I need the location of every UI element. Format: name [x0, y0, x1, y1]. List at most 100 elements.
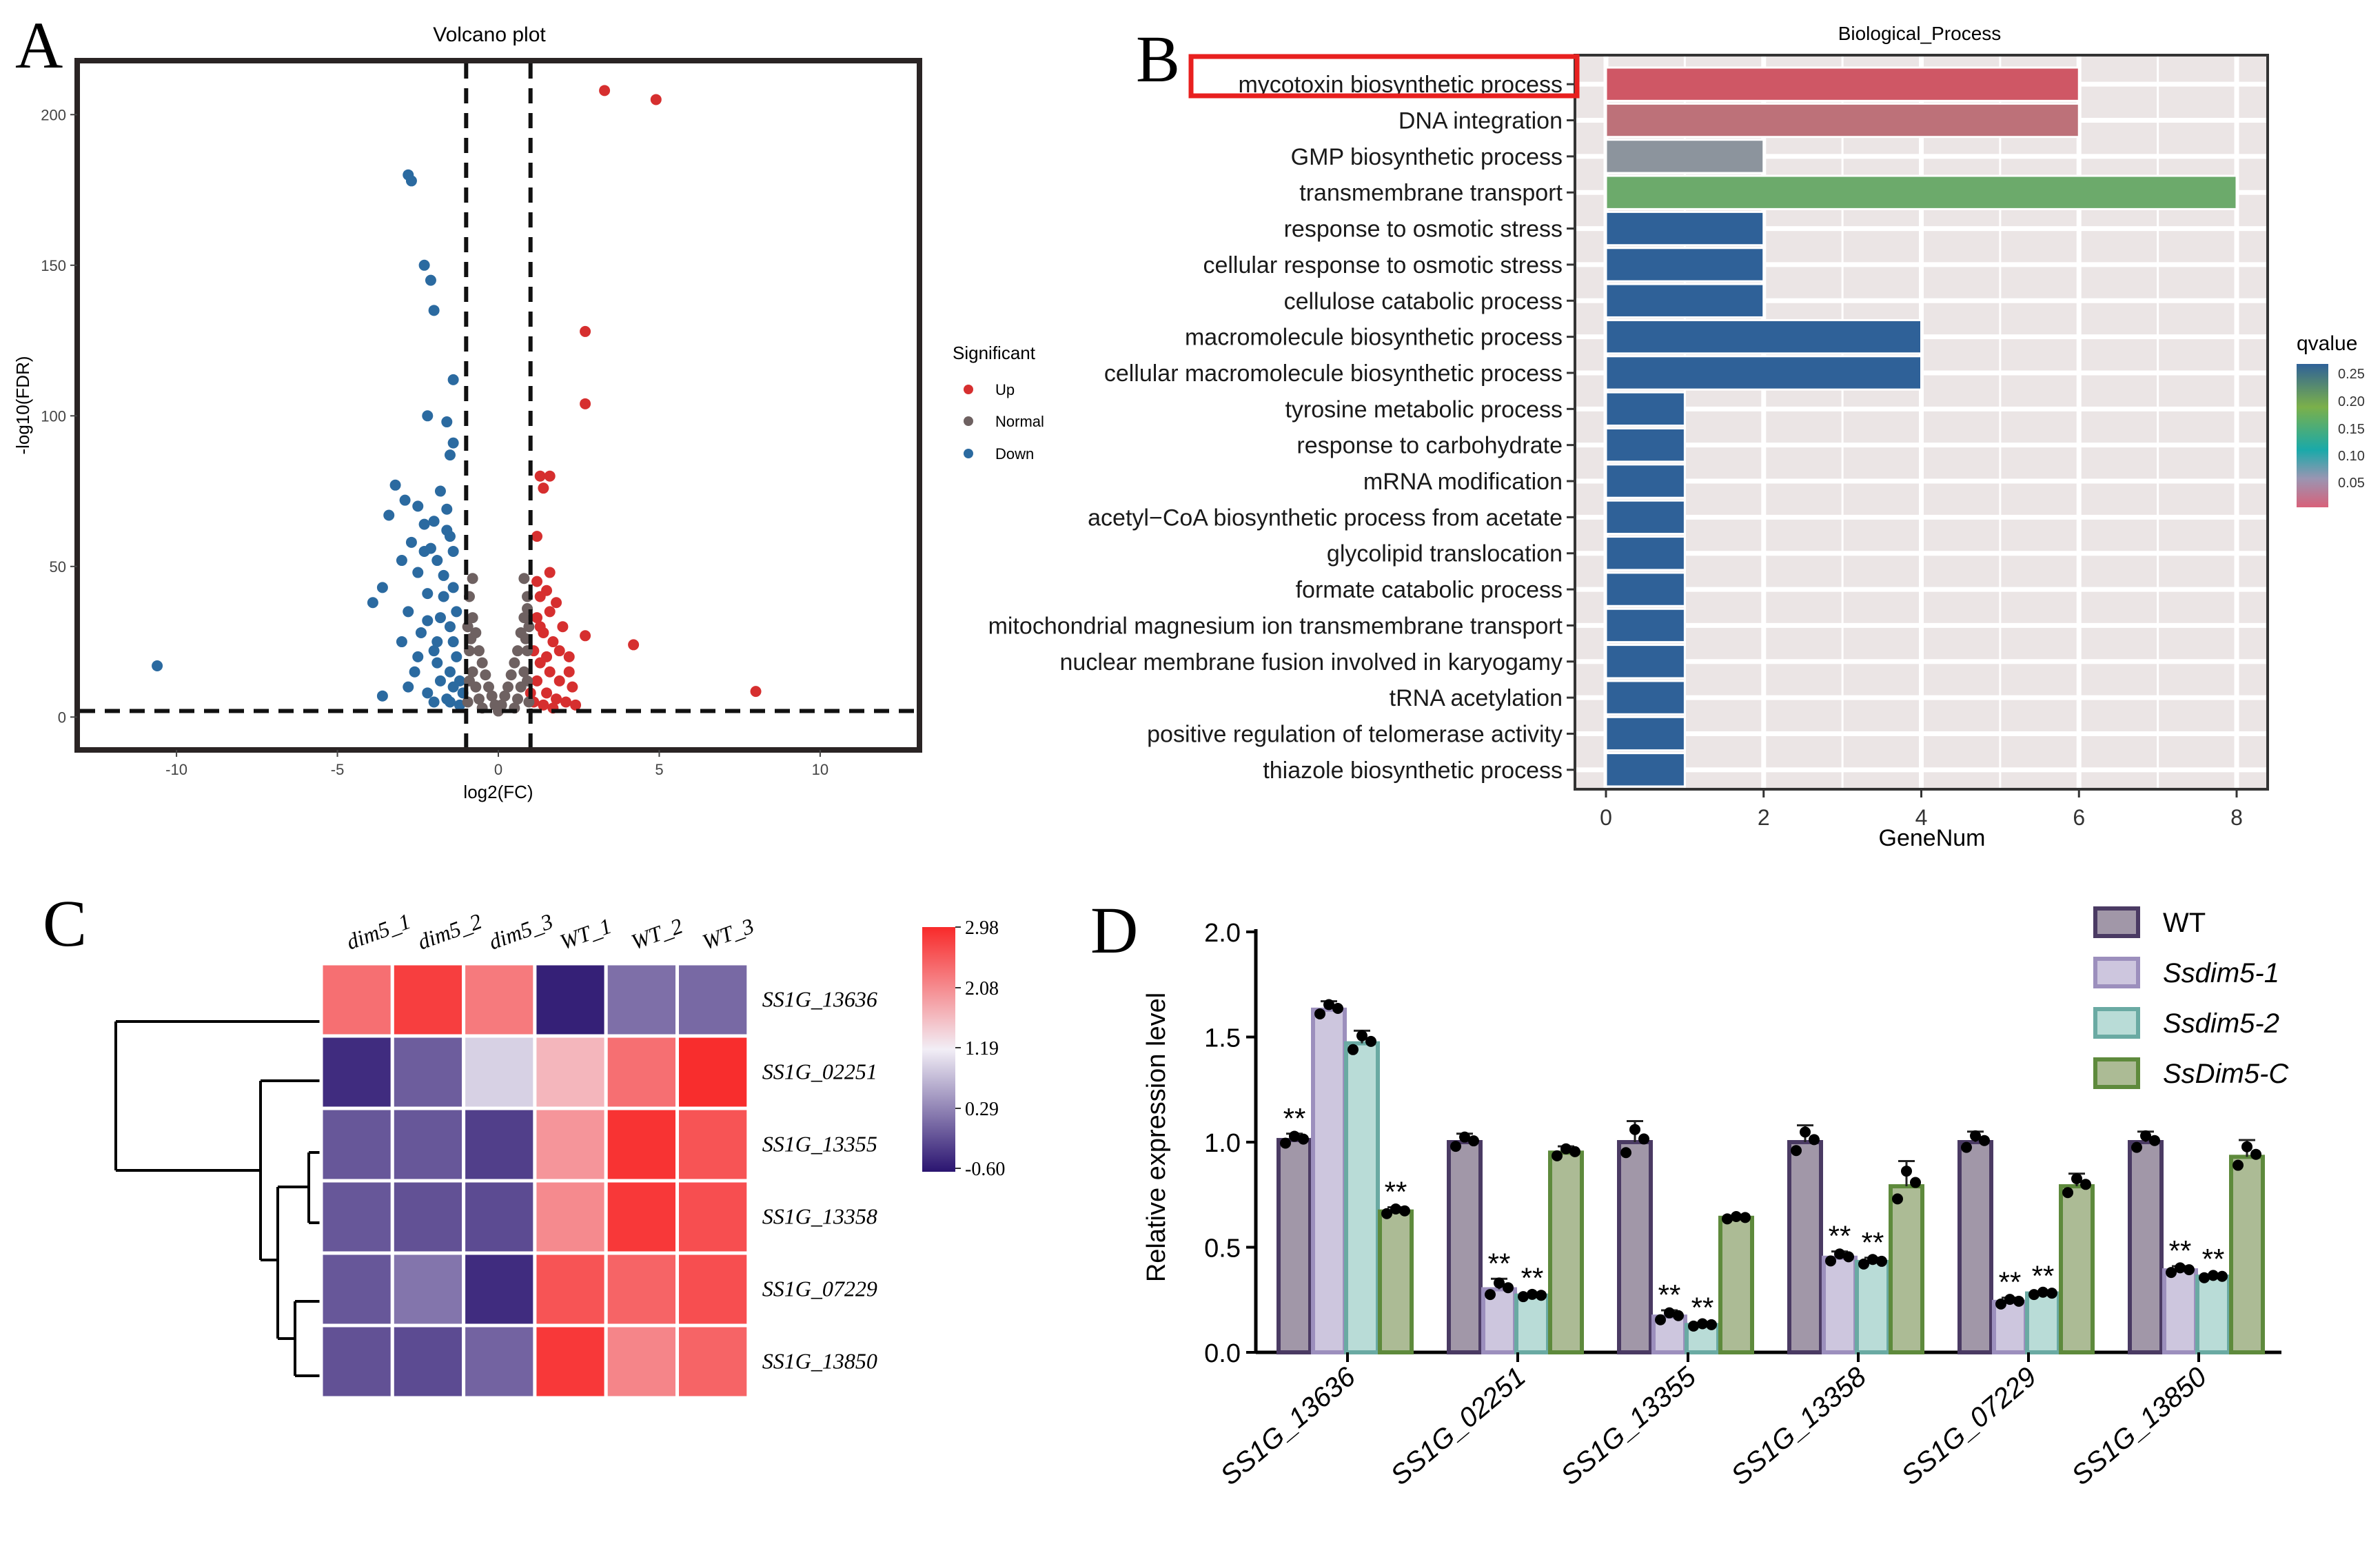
go-x-axis-ticks: 0 2 4 6 8	[1600, 789, 2243, 830]
volcano-point-normal	[512, 693, 524, 705]
heatmap-cell	[675, 962, 751, 1038]
volcano-point-down	[422, 410, 434, 422]
volcano-x-tick-label: 0	[494, 761, 502, 778]
volcano-x-axis-label: log2(FC)	[463, 782, 533, 802]
qpcr-replicate-dot	[1560, 1143, 1572, 1155]
qpcr-replicate-dot	[1995, 1298, 2006, 1310]
qpcr-replicate-dot	[1706, 1319, 1717, 1330]
qpcr-replicate-dot	[1858, 1258, 1869, 1270]
volcano-point-normal	[518, 612, 530, 624]
volcano-point-up	[541, 687, 553, 699]
volcano-point-up	[538, 482, 549, 494]
qvalue-tick-label: 0.25	[2338, 367, 2365, 382]
qpcr-replicate-dot	[2004, 1294, 2015, 1305]
qpcr-significance-mark: **	[1488, 1247, 1511, 1279]
qpcr-y-axis-label: Relative expression level	[1142, 993, 1171, 1282]
qpcr-replicate-dot	[1620, 1147, 1631, 1159]
heatmap-cell	[390, 1106, 466, 1183]
go-bar	[1605, 752, 1686, 788]
legend-normal-marker	[964, 416, 973, 426]
volcano-point-normal	[522, 675, 533, 687]
qpcr-replicate-dot	[1688, 1320, 1699, 1332]
heatmap-cells	[319, 962, 751, 1400]
go-category-label: tyrosine metabolic process	[1285, 396, 1563, 423]
qpcr-replicate-dot	[2250, 1148, 2261, 1160]
volcano-point-down	[405, 175, 417, 187]
qpcr-replicate-dot	[1459, 1131, 1470, 1143]
qpcr-bar	[1957, 1140, 1993, 1354]
volcano-point-down	[403, 606, 414, 618]
heatmap-cell	[675, 1034, 751, 1110]
qpcr-bar	[1514, 1293, 1550, 1355]
volcano-point-up	[553, 675, 565, 687]
qpcr-replicate-dot	[1518, 1291, 1529, 1303]
heatmap-cell	[604, 1034, 680, 1110]
volcano-point-down	[434, 675, 446, 687]
volcano-point-down	[383, 509, 395, 521]
volcano-point-down	[434, 612, 446, 624]
heatmap-cell	[390, 1323, 466, 1400]
heatmap-cell	[319, 1323, 394, 1400]
go-bar	[1605, 283, 1765, 318]
go-x-tick-label: 6	[2073, 805, 2085, 830]
row-dendrogram	[114, 1020, 320, 1377]
volcano-point-down	[405, 536, 417, 548]
volcano-point-normal	[520, 633, 531, 644]
qpcr-significance-mark: **	[2169, 1234, 2192, 1267]
heatmap-cell	[604, 1179, 680, 1255]
qpcr-significance-mark: **	[1385, 1176, 1407, 1208]
qpcr-y-tick-label: 1.0	[1204, 1129, 1241, 1158]
volcano-point-up	[531, 675, 543, 687]
qpcr-replicate-dot	[1536, 1290, 1547, 1301]
volcano-point-normal	[502, 681, 514, 693]
volcano-point-down	[389, 479, 401, 491]
volcano-point-down	[447, 636, 459, 648]
volcano-point-normal	[462, 696, 474, 708]
heatmap-cell	[675, 1106, 751, 1183]
panel-c-letter: C	[43, 886, 87, 960]
volcano-point-down	[376, 690, 388, 702]
heatmap-cell	[533, 1034, 608, 1110]
qpcr-replicate-dot	[1970, 1130, 1981, 1141]
volcano-point-normal	[496, 699, 507, 711]
heatmap-cell	[319, 1251, 394, 1328]
qpcr-replicate-dot	[2184, 1264, 2195, 1276]
volcano-point-down	[428, 696, 440, 708]
go-x-tick-label: 4	[1915, 805, 1928, 830]
volcano-point-down	[431, 636, 443, 648]
volcano-point-normal	[465, 633, 477, 644]
volcano-point-down	[444, 696, 456, 708]
qpcr-replicate-dot	[1552, 1150, 1563, 1161]
go-x-tick-label: 0	[1600, 805, 1612, 830]
volcano-point-down	[428, 645, 440, 657]
volcano-x-tick-label: -5	[331, 761, 345, 778]
qpcr-significance-mark: **	[1283, 1102, 1306, 1135]
qpcr-y-tick-label: 0.0	[1204, 1339, 1241, 1368]
qpcr-bar	[1822, 1255, 1858, 1354]
qpcr-bar	[1889, 1184, 1924, 1355]
qpcr-replicate-dot	[2175, 1262, 2186, 1274]
volcano-point-down	[451, 606, 462, 618]
heatmap-colorbar: 2.98 2.08 1.19 0.29 -0.60	[922, 917, 1005, 1180]
volcano-point-down	[152, 660, 163, 672]
volcano-point-down	[431, 657, 443, 669]
go-bar	[1605, 499, 1686, 536]
qpcr-legend-label: Ssdim5-1	[2163, 958, 2279, 988]
heatmap-cell	[390, 1034, 466, 1110]
qpcr-significance-mark: **	[2032, 1260, 2055, 1292]
qvalue-colorbar-gradient	[2297, 364, 2328, 507]
volcano-y-tick-label: 50	[50, 558, 66, 576]
qpcr-replicate-dot	[1365, 1035, 1376, 1047]
qpcr-replicate-dot	[2166, 1267, 2177, 1279]
legend-down-label: Down	[995, 445, 1034, 463]
go-bar	[1605, 102, 2080, 139]
heatmap-row-label: SS1G_13850	[762, 1349, 877, 1374]
volcano-point-up	[563, 666, 575, 678]
volcano-legend-title: Significant	[953, 343, 1036, 363]
qpcr-replicate-dot	[2140, 1130, 2151, 1141]
qpcr-replicate-dot	[1876, 1255, 1887, 1267]
volcano-x-tick-label: 5	[655, 761, 663, 778]
volcano-point-down	[434, 485, 446, 497]
